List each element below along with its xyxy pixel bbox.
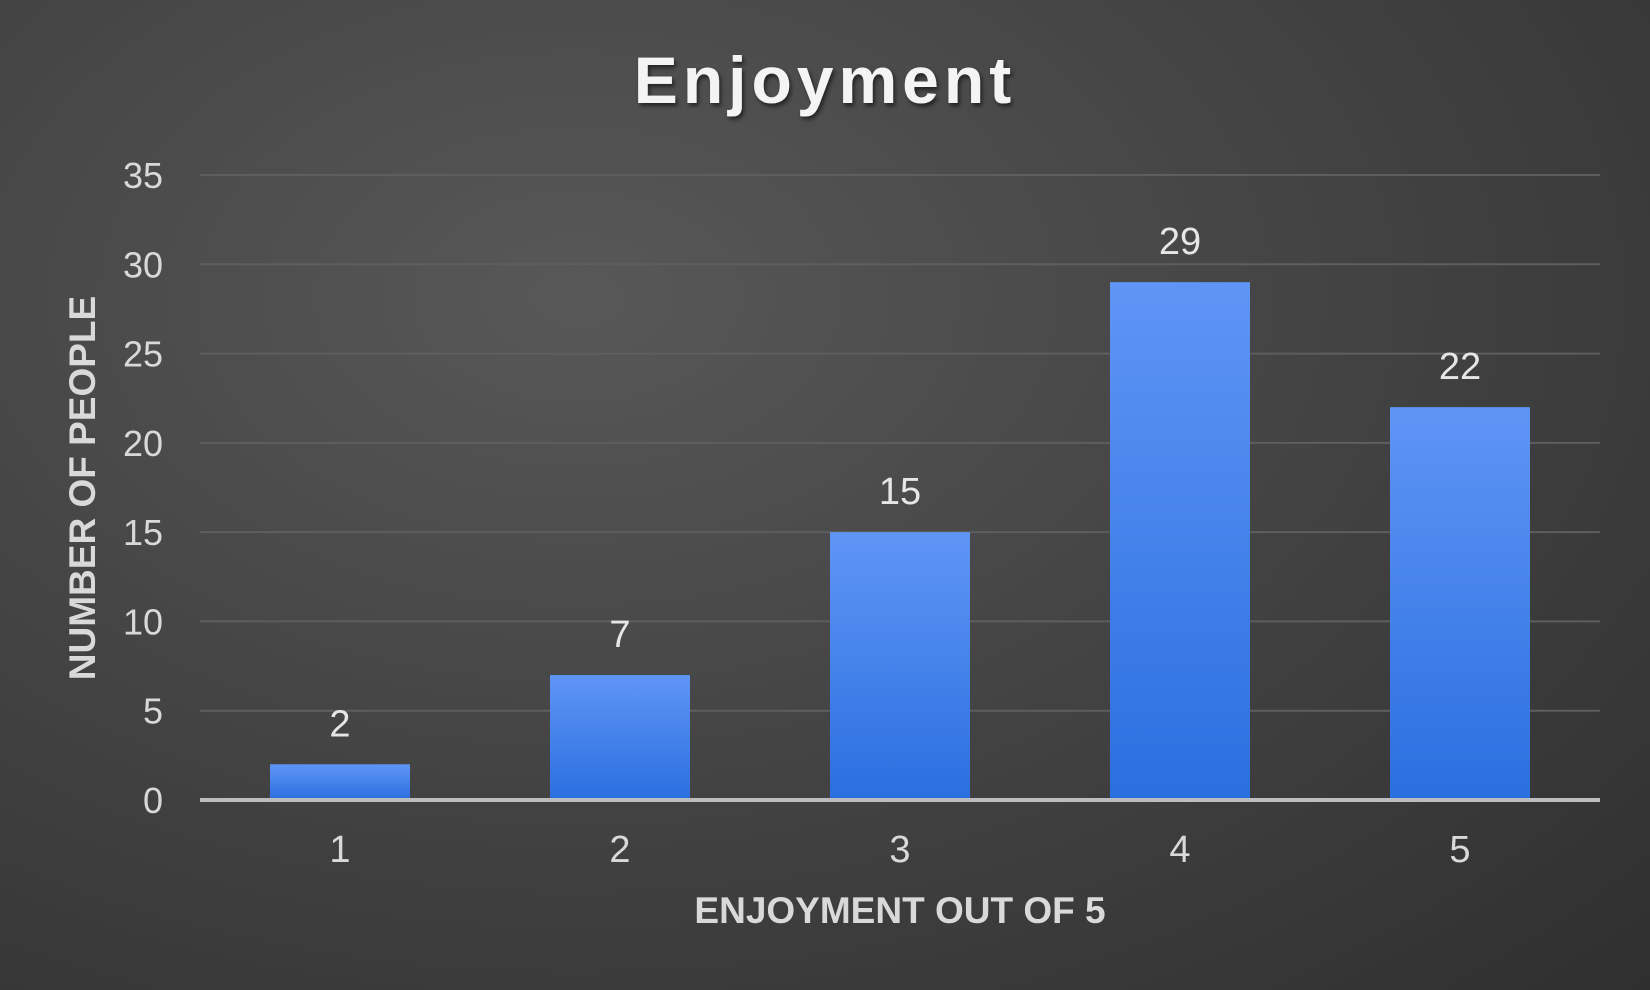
y-tick-label: 0 [143,780,163,821]
y-axis-title: NUMBER OF PEOPLE [62,296,103,680]
x-tick-label: 2 [609,829,630,871]
bar [550,675,690,800]
data-label: 29 [1159,221,1201,263]
x-axis-title: ENJOYMENT OUT OF 5 [694,890,1105,931]
x-tick-label: 4 [1169,829,1190,871]
y-tick-label: 35 [123,155,163,196]
x-tick-label: 1 [329,829,350,871]
x-tick-label: 3 [889,829,910,871]
y-tick-label: 25 [123,334,163,375]
y-tick-label: 5 [143,691,163,732]
y-tick-label: 10 [123,601,163,642]
bar [1110,282,1250,801]
y-tick-label: 30 [123,244,163,285]
y-tick-label: 20 [123,423,163,464]
y-tick-label: 15 [123,512,163,553]
data-label: 2 [329,703,350,745]
bar [830,532,970,800]
bars [270,282,1530,801]
data-label: 22 [1439,346,1481,388]
x-tick-label: 5 [1449,829,1470,871]
chart-title: Enjoyment [634,43,1016,117]
data-label: 15 [879,471,921,513]
bar [1390,407,1530,800]
data-label: 7 [609,614,630,656]
bar [270,764,410,800]
